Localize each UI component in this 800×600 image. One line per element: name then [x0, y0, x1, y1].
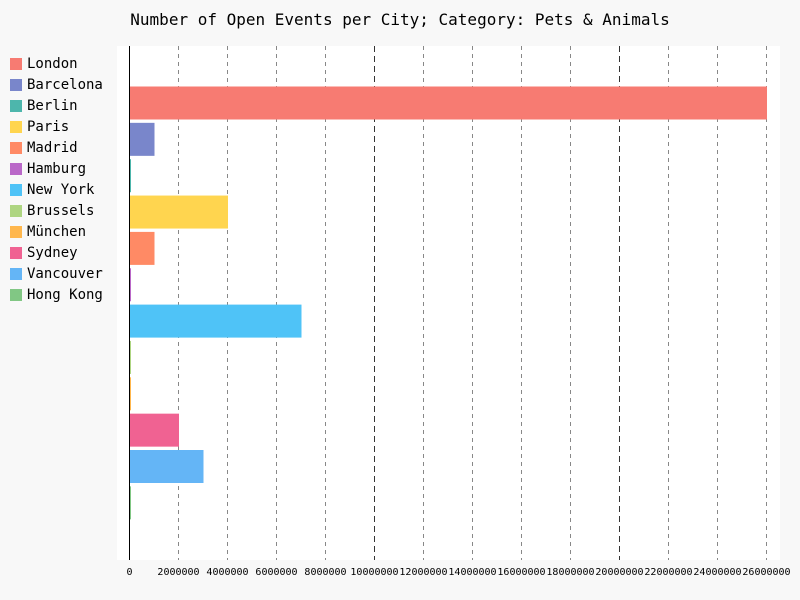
bar-new-york[interactable]	[129, 304, 302, 338]
legend-swatch	[10, 183, 22, 196]
bar-vancouver[interactable]	[129, 450, 204, 483]
legend-item[interactable]: Paris	[10, 116, 103, 137]
legend-item[interactable]: München	[10, 221, 103, 242]
legend-swatch	[10, 162, 22, 175]
legend-item[interactable]: Hong Kong	[10, 284, 103, 305]
x-tick-label: 10000000	[350, 567, 398, 578]
x-tick-label: 6000000	[255, 567, 297, 578]
x-tick-label: 22000000	[644, 567, 692, 578]
bar-paris[interactable]	[129, 195, 228, 229]
bar-barcelona[interactable]	[129, 122, 155, 156]
x-tick-label: 4000000	[206, 567, 248, 578]
x-tick-label: 12000000	[399, 567, 447, 578]
legend-item[interactable]: London	[10, 53, 103, 74]
legend-swatch	[10, 141, 22, 154]
legend-swatch	[10, 78, 22, 91]
x-tick-label: 8000000	[304, 567, 346, 578]
x-tick-label: 14000000	[448, 567, 496, 578]
legend-item[interactable]: Madrid	[10, 137, 103, 158]
legend-label: Sydney	[27, 244, 78, 261]
legend-swatch	[10, 267, 22, 280]
bar-london[interactable]	[129, 86, 767, 120]
legend-swatch	[10, 99, 22, 112]
bar-madrid[interactable]	[129, 231, 155, 265]
legend-swatch	[10, 57, 22, 70]
legend-label: Vancouver	[27, 265, 103, 282]
legend-item[interactable]: New York	[10, 179, 103, 200]
legend-label: München	[27, 223, 87, 240]
legend-label: New York	[27, 181, 95, 198]
x-tick-label: 26000000	[742, 567, 790, 578]
legend-label: London	[27, 55, 78, 72]
legend-swatch	[10, 204, 22, 217]
x-tick-label: 16000000	[497, 567, 545, 578]
legend: London Barcelona Berlin Paris Madrid Hamburg N…	[10, 53, 103, 305]
legend-label: Berlin	[27, 97, 78, 114]
legend-swatch	[10, 246, 22, 259]
legend-label: Barcelona	[27, 76, 103, 93]
legend-label: Hong Kong	[27, 286, 103, 303]
legend-item[interactable]: Barcelona	[10, 74, 103, 95]
chart-title: Number of Open Events per City; Category…	[130, 10, 670, 29]
x-tick-label: 18000000	[546, 567, 594, 578]
x-tick-label: 0	[126, 567, 132, 578]
x-tick-label: 2000000	[157, 567, 199, 578]
legend-label: Hamburg	[27, 160, 87, 177]
legend-item[interactable]: Brussels	[10, 200, 103, 221]
legend-item[interactable]: Sydney	[10, 242, 103, 263]
legend-item[interactable]: Hamburg	[10, 158, 103, 179]
bar-sydney[interactable]	[129, 413, 179, 447]
legend-item[interactable]: Berlin	[10, 95, 103, 116]
x-tick-label: 20000000	[595, 567, 643, 578]
legend-label: Madrid	[27, 139, 78, 156]
legend-item[interactable]: Vancouver	[10, 263, 103, 284]
legend-swatch	[10, 225, 22, 238]
x-tick-label: 24000000	[693, 567, 741, 578]
legend-label: Brussels	[27, 202, 95, 219]
legend-swatch	[10, 288, 22, 301]
legend-swatch	[10, 120, 22, 133]
legend-label: Paris	[27, 118, 70, 135]
plot-background	[117, 46, 780, 560]
